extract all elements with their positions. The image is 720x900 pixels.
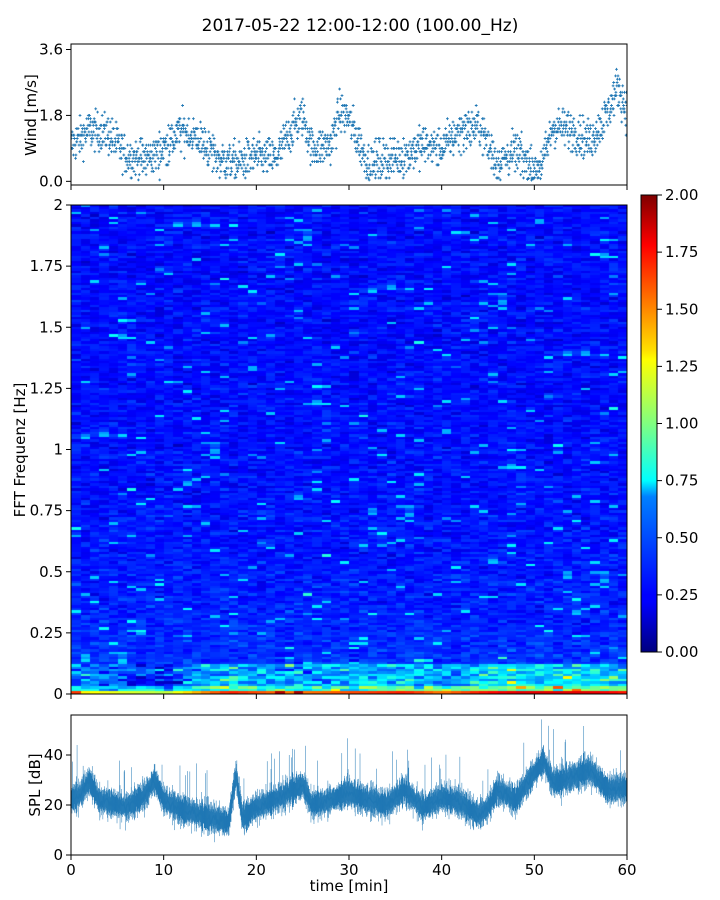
spectrogram-y-tick-label: 1.75 <box>30 257 63 275</box>
colorbar-tick-label: 1.50 <box>665 300 698 318</box>
spl-y-tick-label: 0 <box>53 846 63 864</box>
spl-x-ticks: 0 10 20 30 40 50 60 <box>66 855 637 879</box>
colorbar-tick-label: 2.00 <box>665 186 698 204</box>
spl-x-tick-label: 60 <box>617 861 636 879</box>
wind-y-ticks: 0.0 1.8 3.6 <box>39 40 71 190</box>
spectrogram-y-tick-label: 1.5 <box>39 318 63 336</box>
spectrogram-y-axis-label: FFT Frequenz [Hz] <box>11 383 29 518</box>
spl-core-line <box>71 756 627 828</box>
spl-x-axis-label: time [min] <box>310 877 389 895</box>
spectrogram-y-tick-label: 0.5 <box>39 563 63 581</box>
colorbar-tick-label: 1.00 <box>665 415 698 433</box>
wind-y-axis-label: Wind [m/s] <box>22 74 40 156</box>
colorbar-gradient <box>641 195 657 652</box>
wind-scatter-points <box>71 67 627 182</box>
spectrogram-y-tick-label: 0.25 <box>30 624 63 642</box>
spl-x-tick-label: 20 <box>247 861 266 879</box>
spl-y-tick-label: 40 <box>44 746 63 764</box>
chart-title: 2017-05-22 12:00-12:00 (100.00_Hz) <box>202 16 519 36</box>
colorbar-tick-label: 1.25 <box>665 357 698 375</box>
spl-y-axis-label: SPL [dB] <box>26 753 44 816</box>
spectrogram-x-ticks <box>70 694 628 699</box>
colorbar-tick-label: 1.75 <box>665 243 698 261</box>
colorbar-tick-label: 0.25 <box>665 586 698 604</box>
spl-x-tick-label: 10 <box>154 861 173 879</box>
spectrogram-y-ticks: 0 0.25 0.5 0.75 1 1.25 1.5 1.75 2 <box>30 196 71 703</box>
spectrogram-y-tick-label: 1.25 <box>30 379 63 397</box>
spl-series <box>71 719 627 843</box>
spl-x-tick-label: 50 <box>525 861 544 879</box>
spectrogram-y-tick-label: 2 <box>53 196 63 214</box>
wind-data-points <box>71 67 627 182</box>
spectrogram-panel: 0 0.25 0.5 0.75 1 1.25 1.5 1.75 2 FFT Frequenz [… <box>11 196 628 703</box>
colorbar: 0.00 0.25 0.50 0.75 1.00 1.25 1.50 1.75 2.00 <box>640 186 698 661</box>
wind-y-tick-label: 0.0 <box>39 172 63 190</box>
wind-y-tick-label: 1.8 <box>39 106 63 124</box>
spl-y-tick-label: 20 <box>44 796 63 814</box>
spl-x-tick-label: 0 <box>66 861 76 879</box>
colorbar-ticks: 0.00 0.25 0.50 0.75 1.00 1.25 1.50 1.75 2.00 <box>657 186 698 661</box>
spectrogram-y-tick-label: 0 <box>53 685 63 703</box>
spectrogram-y-tick-label: 0.75 <box>30 502 63 520</box>
wind-x-ticks <box>70 185 628 190</box>
colorbar-tick-label: 0.00 <box>665 643 698 661</box>
spl-line <box>71 719 627 843</box>
spl-x-tick-label: 30 <box>339 861 358 879</box>
spectrogram-heatmap <box>71 205 627 694</box>
spectrogram-y-tick-label: 1 <box>53 441 63 459</box>
spl-panel: 0 20 40 0 10 20 30 40 50 60 SPL [dB] time [min] <box>26 714 637 895</box>
wind-panel: 0.0 1.8 3.6 Wind [m/s] <box>22 40 628 190</box>
colorbar-tick-label: 0.75 <box>665 472 698 490</box>
spl-x-tick-label: 40 <box>432 861 451 879</box>
wind-y-tick-label: 3.6 <box>39 40 63 58</box>
colorbar-tick-label: 0.50 <box>665 529 698 547</box>
spl-y-ticks: 0 20 40 <box>44 746 71 864</box>
